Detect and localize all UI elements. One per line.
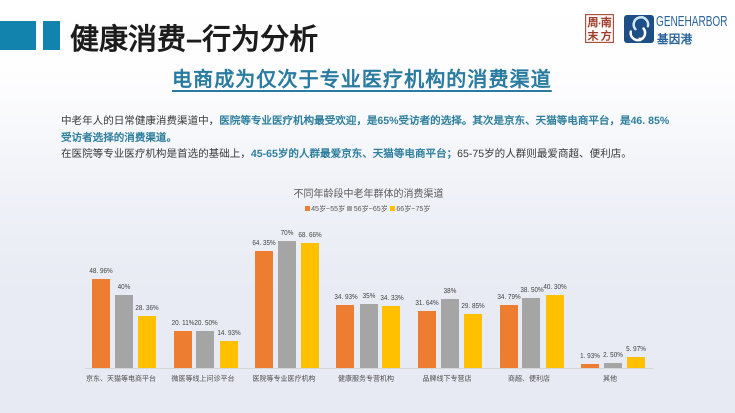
svg-text:南: 南 xyxy=(601,15,612,29)
svg-text:方: 方 xyxy=(601,29,612,43)
svg-text:周: 周 xyxy=(588,16,599,29)
svg-text:末: 末 xyxy=(587,29,600,43)
